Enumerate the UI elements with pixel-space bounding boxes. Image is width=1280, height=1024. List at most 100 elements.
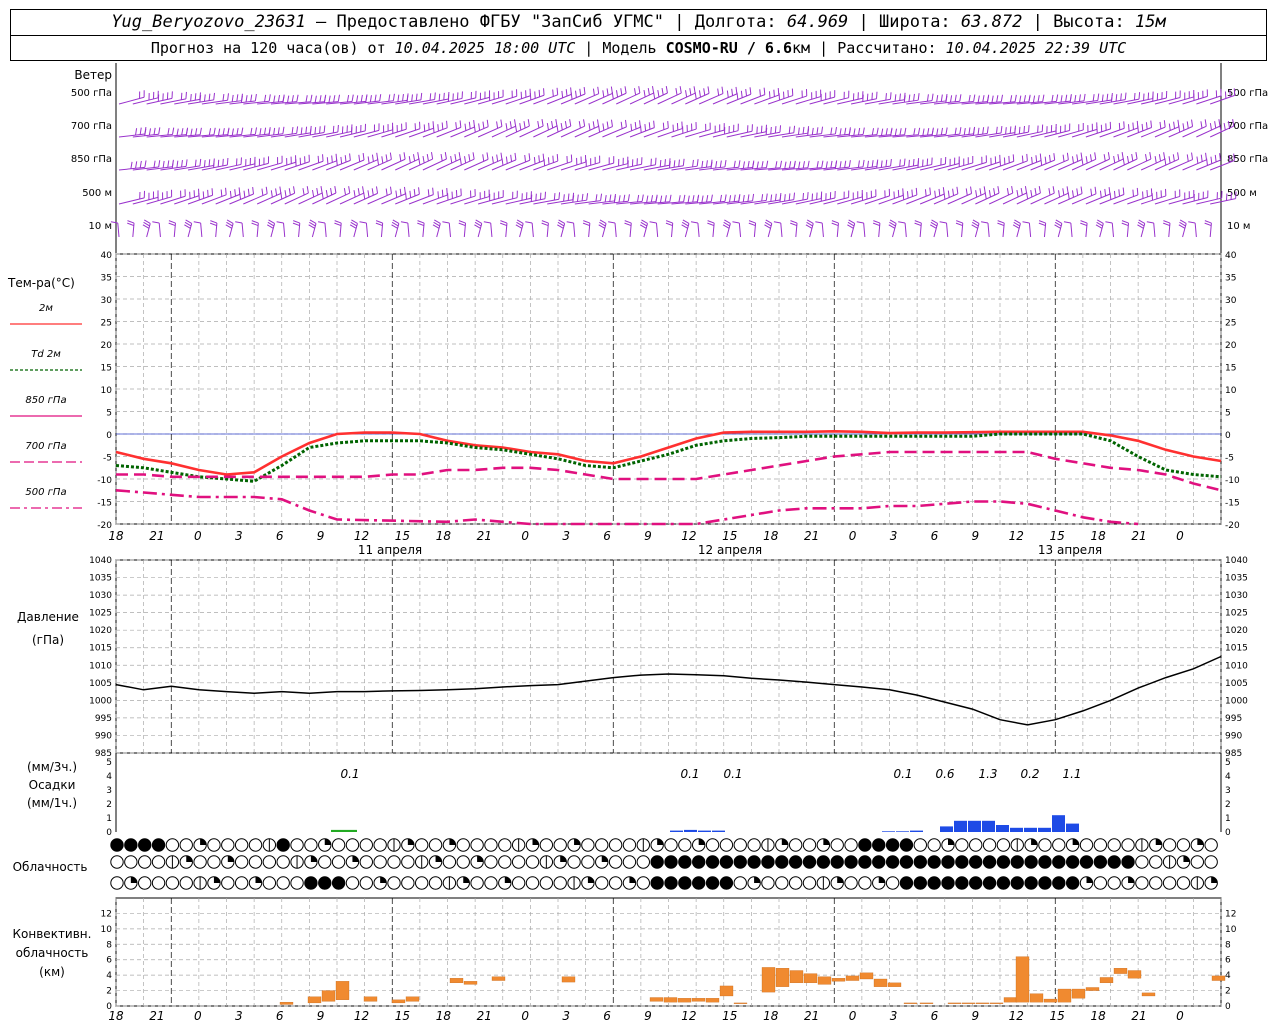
wind-barb <box>975 192 1000 205</box>
wind-barb <box>697 223 700 238</box>
wind-barb-feather <box>432 125 435 133</box>
cloud-symbol <box>885 876 900 890</box>
wind-barb-feather <box>432 224 440 229</box>
cloud-symbol <box>276 855 290 869</box>
wind-barb-feather <box>939 221 947 224</box>
wind-barb-feather <box>1089 154 1092 162</box>
wind-barb-feather <box>806 221 813 227</box>
convective-tick-right: 6 <box>1225 956 1231 966</box>
wind-barb-feather <box>217 159 220 167</box>
wind-barb-feather <box>853 128 856 136</box>
wind-barb-feather <box>936 95 939 103</box>
wind-barb-feather <box>1121 220 1129 224</box>
wind-barb <box>740 94 765 105</box>
cloud-symbol-fill <box>941 876 955 890</box>
cloud-symbol <box>636 855 650 869</box>
bottom-x-tick-label: 12 <box>1009 1009 1024 1023</box>
convective-tick-right: 4 <box>1225 971 1231 981</box>
wind-barb-feather <box>821 126 824 134</box>
wind-barb <box>698 129 725 138</box>
wind-barb-feather <box>317 155 320 163</box>
wind-barb-feather <box>208 159 211 167</box>
wind-barb-feather <box>898 221 906 224</box>
wind-barb-feather <box>598 224 606 229</box>
wind-barb-feather <box>171 161 174 169</box>
wind-barb <box>436 126 462 138</box>
wind-barb-feather <box>199 158 202 166</box>
wind-barb <box>533 125 558 138</box>
wind-barb <box>132 97 159 105</box>
wind-barb <box>1028 223 1032 238</box>
bottom-x-tick-label: 9 <box>644 1009 652 1023</box>
wind-barb <box>490 223 493 238</box>
convective-bar <box>1057 988 1072 1003</box>
wind-barb-feather <box>742 161 746 169</box>
wind-barb-feather <box>1023 125 1026 134</box>
wind-barb-feather <box>392 219 400 224</box>
wind-barb-feather <box>1069 95 1072 103</box>
wind-barb <box>519 125 544 138</box>
wind-barb <box>643 127 669 138</box>
wind-barb-feather <box>903 158 906 166</box>
wind-barb-feather <box>168 220 176 224</box>
wind-barb-feather <box>1173 121 1176 129</box>
wind-barb-feather <box>185 91 187 99</box>
temp-tick-right: 30 <box>1225 296 1237 306</box>
wind-barb-feather <box>561 90 564 98</box>
wind-barb-feather <box>991 95 994 103</box>
wind-barb-feather <box>885 93 887 101</box>
wind-barb-feather <box>749 87 752 95</box>
wind-barb <box>1044 192 1069 205</box>
cloud-symbol <box>1107 876 1121 890</box>
cloud-symbol-fill <box>706 855 719 869</box>
pressure-tick-left: 995 <box>95 714 112 724</box>
wind-barb <box>187 194 213 205</box>
cloud-symbol <box>290 838 304 852</box>
wind-barb <box>1030 159 1055 171</box>
wind-barb-feather <box>765 193 768 201</box>
wind-barb <box>1099 158 1124 171</box>
wind-barb-feather <box>706 195 709 203</box>
wind-barb <box>1182 125 1207 138</box>
pressure-tick-right: 1000 <box>1225 696 1248 706</box>
wind-barb-feather <box>889 221 896 227</box>
wind-barb <box>200 223 203 238</box>
wind-barb-feather <box>332 125 335 133</box>
wind-barb-feather <box>1115 94 1118 102</box>
wind-barb-feather <box>971 224 978 229</box>
cloud-symbol-fill <box>277 838 290 852</box>
bottom-x-tick-label: 21 <box>149 1009 164 1023</box>
x-tick-label: 9 <box>644 529 652 543</box>
wind-barb <box>298 131 325 138</box>
wind-barb-feather <box>1186 121 1189 129</box>
bottom-x-tick-label: 3 <box>562 1009 570 1023</box>
wind-barb-feather <box>581 193 584 201</box>
cloud-symbol-fill <box>124 838 138 852</box>
wind-barb-feather <box>268 94 271 102</box>
wind-barb-feather <box>555 119 558 127</box>
convective-bar <box>1003 997 1018 1003</box>
wind-barb-feather <box>1122 187 1125 195</box>
cloud-symbol <box>1107 838 1121 852</box>
wind-barb-feather <box>624 222 632 227</box>
wind-barb-feather <box>761 161 764 169</box>
wind-barb-feather <box>330 188 333 196</box>
wind-barb-feather <box>1118 189 1121 197</box>
wind-barb-feather <box>736 92 739 100</box>
cloud-symbol-fill <box>983 855 996 869</box>
wind-barb-feather <box>952 188 955 196</box>
cloud-symbol <box>179 838 193 852</box>
wind-barb <box>146 196 172 205</box>
precip-amount-label: 0.1 <box>723 767 742 781</box>
pressure-tick-left: 1015 <box>89 644 112 654</box>
wind-barb-feather <box>798 161 801 169</box>
cloud-symbol <box>387 855 401 869</box>
cloud-symbol-fill <box>734 855 747 869</box>
wind-barb-feather <box>871 160 874 168</box>
wind-barb-feather <box>557 224 564 229</box>
wind-barb <box>989 160 1014 171</box>
wind-barb-feather <box>491 156 494 164</box>
temp-tick-left: -5 <box>103 454 112 464</box>
wind-barb-feather <box>1042 94 1045 102</box>
wind-barb-feather <box>972 128 975 136</box>
